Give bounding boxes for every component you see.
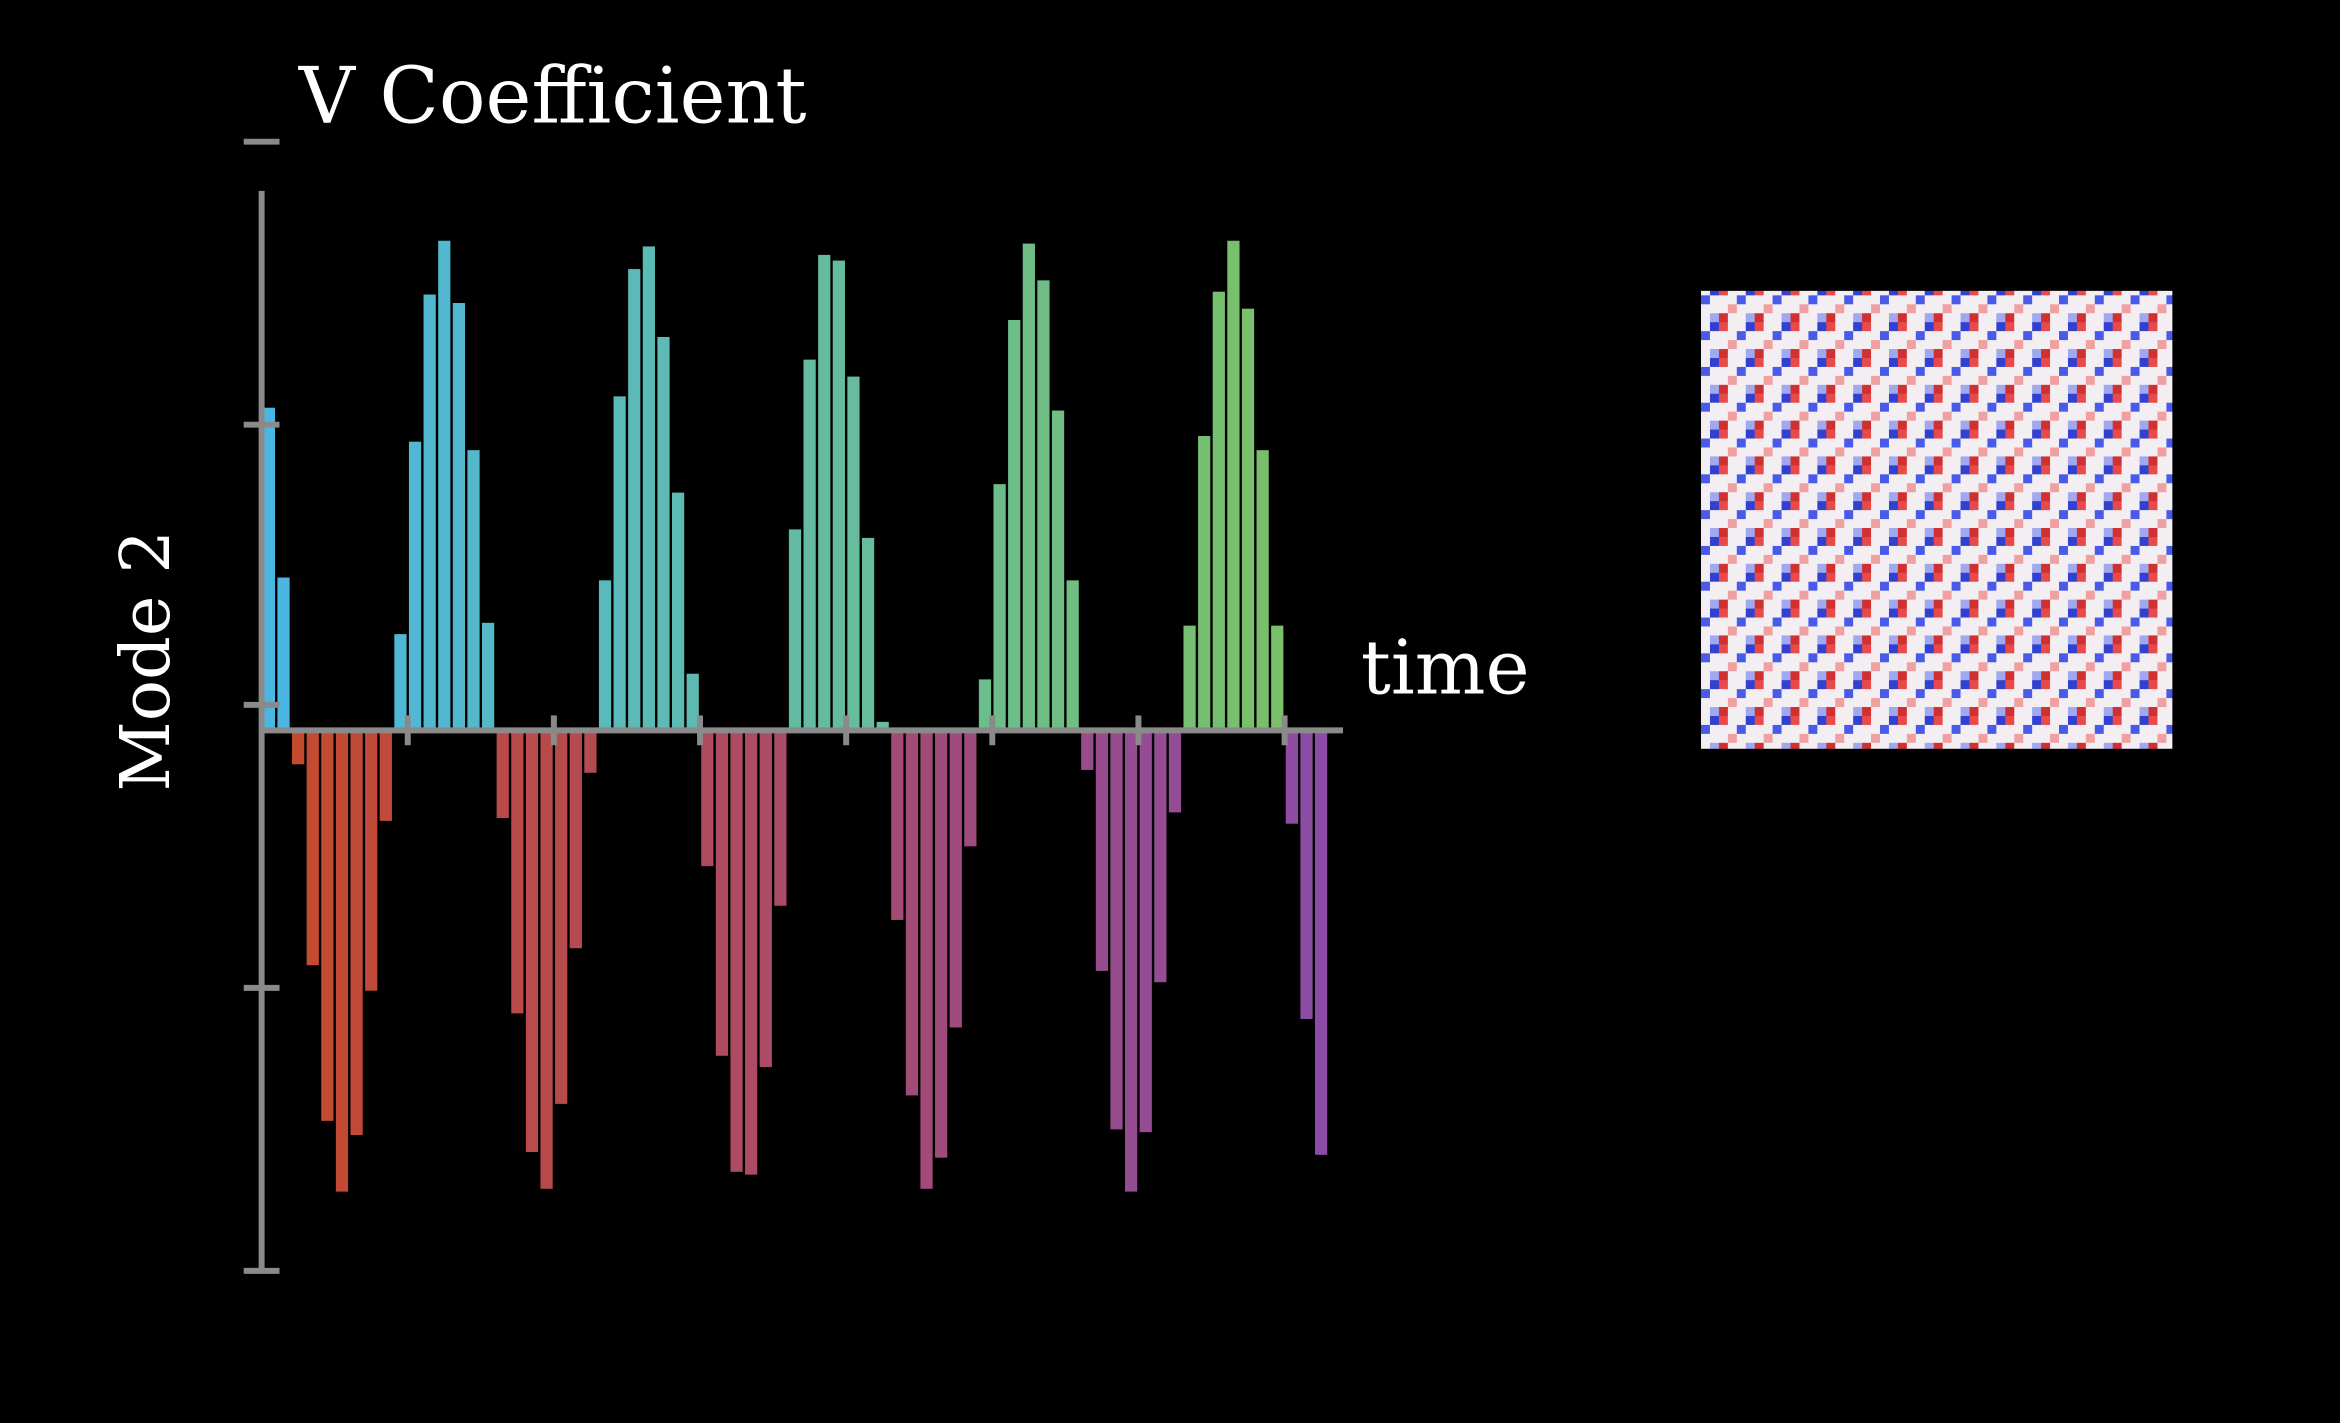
bar <box>920 730 933 1189</box>
bar <box>935 730 948 1158</box>
bar <box>1095 730 1109 971</box>
bar <box>394 634 407 731</box>
bar <box>423 294 436 731</box>
bar <box>1285 730 1298 824</box>
heatmap-image <box>1701 290 2173 749</box>
bar <box>759 730 772 1068</box>
bar <box>745 730 758 1175</box>
bar <box>1314 730 1328 1155</box>
bar <box>1139 730 1152 1133</box>
bar <box>598 580 612 731</box>
chart-title: V Coefficient <box>298 51 807 141</box>
bar <box>438 240 451 731</box>
bar <box>467 450 480 731</box>
bar <box>642 246 655 731</box>
bar <box>496 730 509 819</box>
bar <box>511 730 524 1014</box>
bar <box>321 730 334 1121</box>
bar <box>452 303 466 731</box>
bar <box>730 730 743 1172</box>
bar <box>1022 243 1035 731</box>
bar <box>715 730 729 1056</box>
bar <box>1241 308 1255 731</box>
bar <box>657 336 670 731</box>
bar <box>1066 580 1079 731</box>
bar <box>1154 730 1167 983</box>
bar <box>408 441 422 731</box>
bar <box>905 730 919 1096</box>
y-axis-label: Mode 2 <box>106 530 186 792</box>
bar <box>861 537 875 731</box>
bar <box>686 673 699 731</box>
bar <box>628 269 641 731</box>
bar <box>1256 450 1269 731</box>
bar <box>701 730 714 867</box>
bar <box>847 376 860 731</box>
bar <box>993 484 1006 731</box>
bar <box>525 730 539 1152</box>
bar <box>1125 730 1138 1192</box>
bar <box>262 407 276 731</box>
bar <box>379 730 392 821</box>
bar <box>818 254 831 731</box>
bar <box>891 730 904 920</box>
bar <box>774 730 787 906</box>
bar <box>949 730 962 1028</box>
bar <box>1212 291 1225 731</box>
bar <box>1037 280 1050 731</box>
bar <box>306 730 319 966</box>
bar <box>964 730 977 847</box>
bar <box>1183 625 1196 731</box>
bar <box>1110 730 1123 1130</box>
bar <box>584 730 597 773</box>
bar <box>1227 240 1240 731</box>
bar <box>350 730 363 1136</box>
bar <box>671 492 685 731</box>
bar <box>788 529 802 731</box>
bar <box>292 730 305 765</box>
bar <box>555 730 568 1104</box>
x-axis-label: time <box>1361 625 1530 712</box>
bar <box>365 730 378 991</box>
bar <box>803 359 816 731</box>
bar <box>1271 625 1284 731</box>
bar <box>540 730 553 1189</box>
bar <box>876 721 889 731</box>
bar <box>335 730 349 1192</box>
bar <box>1300 730 1313 1019</box>
bar <box>1081 730 1094 770</box>
bar <box>569 730 582 949</box>
bar <box>978 679 992 731</box>
bar <box>832 260 845 731</box>
bar <box>1051 410 1065 731</box>
bar <box>1198 436 1211 731</box>
bar <box>1008 319 1021 731</box>
bar <box>277 577 290 731</box>
bar <box>613 396 626 731</box>
bar <box>1168 730 1182 813</box>
bar <box>482 622 495 731</box>
